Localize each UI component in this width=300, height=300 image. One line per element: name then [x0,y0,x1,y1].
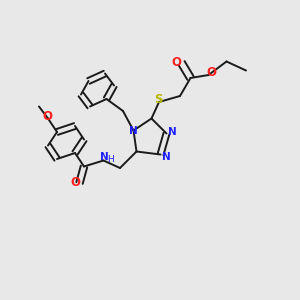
Text: N: N [161,152,170,163]
Text: S: S [154,93,162,106]
Text: O: O [171,56,181,69]
Text: O: O [206,65,217,79]
Text: N: N [129,125,138,136]
Text: N: N [100,152,109,162]
Text: N: N [168,127,177,137]
Text: O: O [70,176,80,189]
Text: H: H [108,154,114,164]
Text: O: O [42,110,52,123]
